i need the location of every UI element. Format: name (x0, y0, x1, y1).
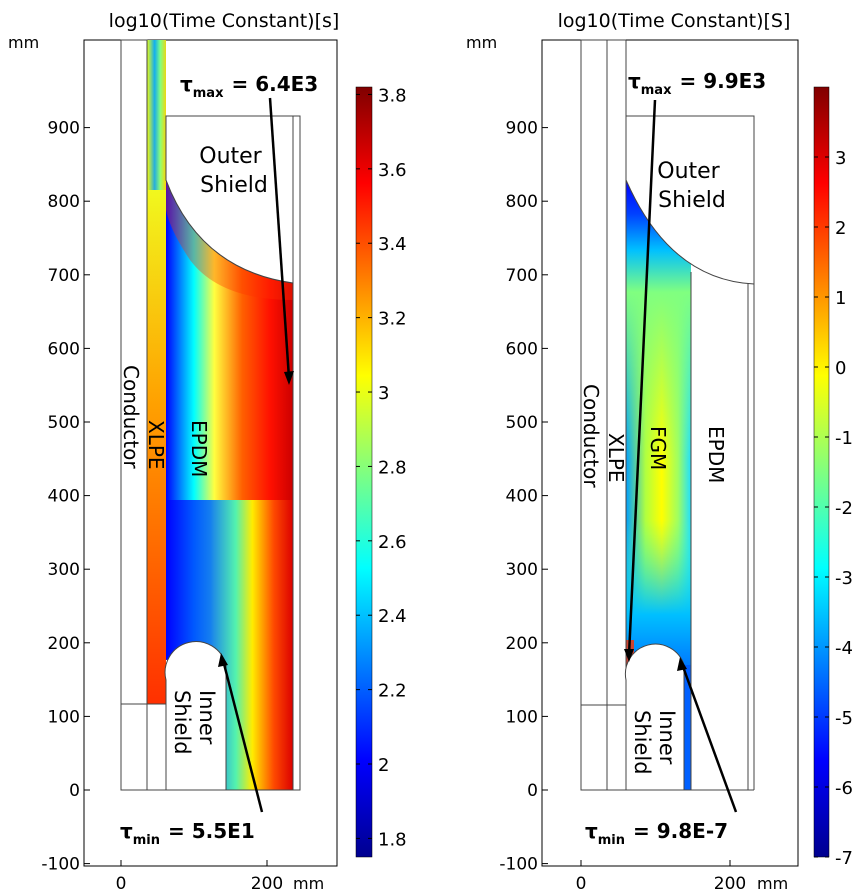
colorbar-tick-label: 2.6 (378, 532, 407, 553)
epdm-field (166, 116, 293, 790)
colorbar-tick-label: 3.8 (378, 85, 407, 106)
y-axis-unit: mm (8, 33, 39, 52)
axes-frame (83, 39, 338, 867)
svg-text:Shield: Shield (170, 690, 194, 755)
x-tick-label: 200 (251, 874, 283, 894)
colorbar (813, 86, 830, 858)
label-epdm: EPDM (187, 420, 211, 477)
svg-text:Inner: Inner (655, 710, 679, 765)
colorbar-tick-label: 2 (835, 218, 846, 239)
y-tick-label: 200 (48, 634, 80, 654)
colorbar (355, 86, 373, 858)
y-tick-label: 300 (48, 560, 80, 580)
label-inner-shield: Inner Shield (170, 690, 219, 755)
tau-min-arrow (677, 657, 738, 813)
colorbar-tick-label: 0 (835, 358, 846, 379)
colorbar-tick-label: 2.2 (378, 681, 407, 702)
colorbar-tick-label: -3 (835, 568, 853, 589)
tau-min-label: τmin = 9.8E-7 (585, 819, 728, 848)
colorbar-tick-label: 2.4 (378, 606, 407, 627)
x-axis-unit: mm (757, 874, 788, 893)
tau-max-arrow (624, 99, 657, 662)
xlpe-field (147, 40, 166, 704)
y-tick-label: 800 (48, 192, 80, 212)
label-outer-shield: Outer Shield (199, 144, 268, 198)
colorbar-tick-label: 3 (378, 383, 389, 404)
x-tick-label: 200 (714, 874, 746, 894)
y-tick-label: -100 (41, 855, 80, 875)
y-tick-label: 400 (506, 487, 538, 507)
colorbar-tick-label: -2 (835, 498, 853, 519)
x-axis-unit: mm (293, 874, 324, 893)
colorbar-ticks: 3.8 3.6 3.4 3.2 3 2.8 2.6 2.4 2.2 2 1.8 (356, 85, 407, 850)
y-tick-label: 500 (506, 413, 538, 433)
colorbar-tick-label: 3.2 (378, 309, 407, 330)
colorbar-tick-label: -6 (835, 778, 853, 799)
y-tick-label: 600 (506, 339, 538, 359)
tau-min-label: τmin = 5.5E1 (120, 819, 255, 848)
inner-shield-region (624, 643, 685, 791)
x-axis: 0 200 mm (576, 860, 788, 894)
label-conductor: Conductor (579, 384, 603, 488)
x-tick-label: 0 (116, 874, 127, 894)
y-axis-unit: mm (466, 33, 497, 52)
x-axis: 0 200 mm (116, 860, 324, 894)
y-axis: -100 0 100 200 300 400 500 600 700 800 900 (499, 119, 548, 875)
y-tick-label: 600 (48, 339, 80, 359)
panel-left: log10(Time Constant)[s] mm Conductor (8, 10, 407, 894)
svg-text:Shield: Shield (630, 710, 654, 775)
label-fgm: FGM (646, 426, 670, 470)
label-xlpe: XLPE (604, 433, 628, 483)
y-tick-label: 0 (69, 781, 80, 801)
colorbar-tick-label: -4 (835, 638, 853, 659)
colorbar-tick-label: 3.4 (378, 234, 407, 255)
outer-shield-region (165, 115, 294, 284)
colorbar-tick-label: -5 (835, 708, 853, 729)
tau-max-arrow (268, 97, 294, 385)
colorbar-tick-label: 2 (378, 755, 389, 776)
colorbar-tick-label: -7 (835, 848, 853, 869)
colorbar-ticks: 3 2 1 0 -1 -2 -3 -4 -5 -6 -7 (814, 148, 853, 869)
colorbar-tick-label: 3.6 (378, 160, 407, 181)
y-axis: -100 0 100 200 300 400 500 600 700 800 900 (41, 119, 90, 875)
tau-max-label: τmax = 9.9E3 (628, 69, 766, 98)
colorbar-tick-label: -1 (835, 428, 853, 449)
y-tick-label: 0 (527, 781, 538, 801)
y-tick-label: 900 (48, 119, 80, 139)
colorbar-tick-label: 2.8 (378, 457, 407, 478)
tau-min-arrow (218, 653, 264, 813)
y-tick-label: 500 (48, 413, 80, 433)
label-xlpe: XLPE (144, 420, 168, 470)
colorbar-tick-label: 1.8 (378, 829, 407, 850)
plot-title: log10(Time Constant)[s] (109, 10, 340, 32)
y-tick-label: 800 (506, 192, 538, 212)
y-tick-label: 100 (506, 707, 538, 727)
outer-shield-region (625, 115, 755, 285)
y-tick-label: 900 (506, 119, 538, 139)
label-inner-shield: Inner Shield (630, 710, 679, 775)
y-tick-label: 100 (48, 707, 80, 727)
y-tick-label: 700 (48, 266, 80, 286)
y-tick-label: 400 (48, 487, 80, 507)
label-outer-shield: Outer Shield (657, 159, 726, 213)
y-tick-label: 300 (506, 560, 538, 580)
plot-title: log10(Time Constant)[S] (558, 10, 791, 32)
label-conductor: Conductor (119, 365, 143, 469)
colorbar-tick-label: 1 (835, 288, 846, 309)
y-tick-label: 200 (506, 634, 538, 654)
x-tick-label: 0 (576, 874, 587, 894)
colorbar-tick-label: 3 (835, 148, 846, 169)
panel-right: log10(Time Constant)[S] mm Conductor XL (466, 10, 853, 894)
y-tick-label: -100 (499, 855, 538, 875)
tau-max-label: τmax = 6.4E3 (180, 72, 318, 101)
y-tick-label: 700 (506, 266, 538, 286)
label-epdm: EPDM (704, 426, 728, 483)
axes-frame (541, 39, 799, 867)
svg-text:Inner: Inner (195, 690, 219, 745)
